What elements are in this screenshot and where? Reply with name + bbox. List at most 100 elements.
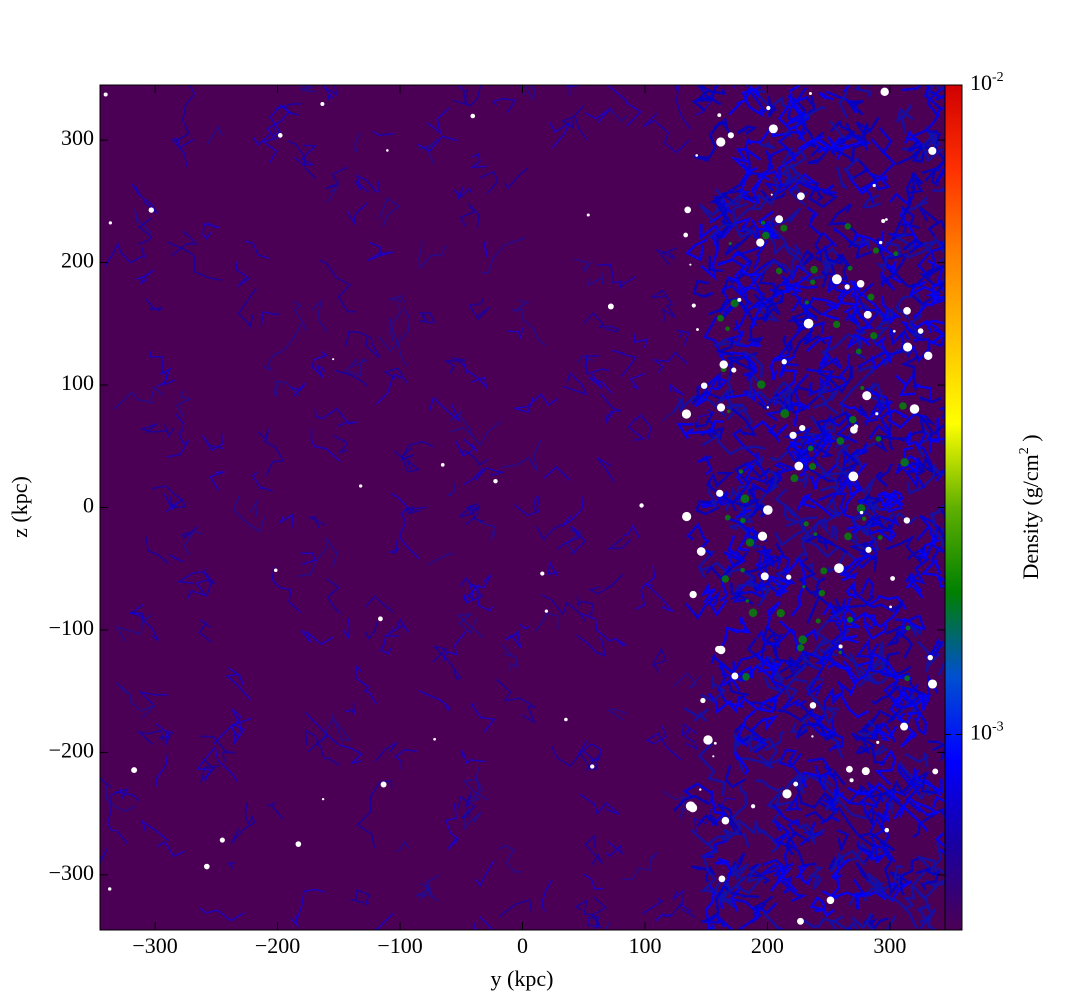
density-texture: [493, 478, 498, 484]
density-texture: [375, 741, 398, 762]
density-texture: [779, 875, 808, 902]
density-texture: [932, 768, 939, 775]
density-texture: [207, 125, 223, 145]
density-texture: [186, 579, 208, 599]
density-texture: [810, 265, 818, 274]
density-texture: [757, 392, 784, 411]
density-texture: [895, 462, 915, 475]
colorbar-label: Density (g/cm2 ): [1017, 434, 1043, 579]
density-texture: [848, 877, 886, 906]
density-texture: [725, 326, 730, 332]
density-texture: [875, 308, 894, 329]
density-texture: [225, 667, 252, 701]
density-texture: [416, 135, 458, 153]
density-texture: [643, 582, 674, 613]
density-texture: [813, 696, 840, 726]
density-texture: [911, 408, 945, 440]
density-texture: [836, 552, 873, 576]
density-texture: [880, 264, 945, 288]
density-texture: [780, 224, 788, 232]
density-texture: [772, 207, 802, 227]
density-texture: [180, 525, 199, 539]
density-texture: [923, 319, 945, 345]
density-texture: [134, 209, 153, 235]
density-texture: [696, 85, 727, 99]
density-texture: [757, 210, 774, 235]
density-texture: [781, 359, 787, 365]
density-texture: [761, 625, 784, 667]
density-texture: [861, 194, 882, 209]
density-texture: [905, 579, 924, 599]
density-texture: [888, 780, 918, 803]
density-texture: [669, 383, 685, 396]
density-texture: [726, 276, 743, 295]
density-texture: [717, 314, 724, 322]
density-texture: [888, 232, 926, 247]
density-texture: [212, 723, 246, 745]
density-texture: [747, 318, 764, 344]
density-texture: [783, 503, 803, 528]
density-texture: [793, 781, 799, 787]
density-texture: [875, 412, 879, 416]
density-texture: [717, 113, 722, 118]
density-texture: [798, 249, 816, 267]
density-texture: [793, 647, 810, 669]
density-texture: [199, 907, 245, 922]
density-texture: [464, 807, 483, 831]
density-texture: [273, 568, 278, 573]
density-texture: [699, 217, 752, 240]
density-texture: [771, 803, 801, 838]
density-texture: [603, 920, 611, 930]
density-texture: [251, 472, 273, 492]
density-texture: [713, 195, 728, 225]
density-texture: [226, 861, 236, 870]
density-texture: [482, 241, 488, 258]
density-texture: [629, 372, 646, 390]
density-texture: [742, 655, 785, 682]
density-texture: [844, 606, 876, 627]
density-texture: [705, 828, 750, 848]
density-texture: [727, 876, 748, 895]
density-texture: [769, 353, 789, 381]
density-texture: [639, 503, 644, 508]
density-texture: [881, 218, 886, 224]
density-texture: [753, 239, 769, 270]
density-texture: [320, 101, 325, 106]
density-texture: [904, 752, 930, 768]
density-texture: [707, 692, 732, 714]
density-texture: [848, 524, 880, 551]
density-texture: [292, 299, 308, 331]
density-texture: [794, 440, 810, 463]
density-texture: [703, 912, 735, 930]
density-texture: [861, 792, 878, 819]
density-texture: [470, 113, 476, 119]
density-texture: [561, 105, 589, 141]
density-texture: [683, 232, 689, 238]
density-texture: [814, 765, 828, 794]
density-texture: [777, 92, 806, 143]
density-texture: [847, 616, 854, 623]
density-texture: [856, 840, 874, 864]
x-axis-label: y (kpc): [491, 966, 554, 991]
density-texture: [714, 183, 742, 225]
density-texture: [692, 279, 714, 299]
density-texture: [906, 337, 931, 363]
density-texture: [287, 140, 317, 180]
density-texture: [848, 471, 859, 482]
density-texture: [895, 104, 914, 134]
density-texture: [786, 86, 808, 124]
density-texture: [756, 653, 778, 672]
density-texture: [352, 131, 361, 153]
density-texture: [784, 650, 840, 669]
density-texture: [651, 289, 677, 322]
density-texture: [892, 329, 896, 333]
density-texture: [889, 605, 892, 609]
density-texture: [685, 522, 713, 557]
density-texture: [795, 473, 809, 489]
density-texture: [708, 255, 723, 272]
density-texture: [166, 413, 191, 458]
density-texture: [232, 496, 266, 534]
density-texture: [865, 872, 918, 929]
density-texture: [806, 719, 837, 737]
density-texture: [807, 145, 831, 165]
